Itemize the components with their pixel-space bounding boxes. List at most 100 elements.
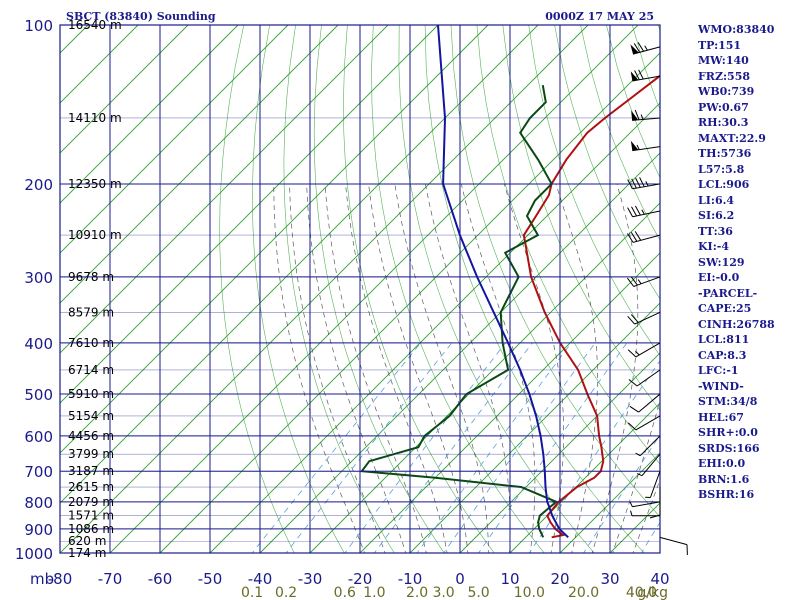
wind-barb-flag [631,110,639,121]
wind-barb-column [627,42,688,556]
wind-barb-full [627,233,634,243]
wind-barb-half [636,144,640,150]
isotherm [60,25,189,154]
wind-barb [627,205,661,218]
temperature-tick-label: -40 [248,570,273,588]
stat-line: EI:-0.0 [698,271,740,284]
mixing-ratio-line [528,360,660,553]
isotherm [459,352,660,553]
stat-line: L57:5.8 [698,162,745,176]
temperature-trace [522,74,660,539]
height-label: 8579 m [68,305,114,319]
wind-barb-staff [632,183,661,190]
stat-line: SW:129 [698,255,745,269]
mixing-ratio-label: 0.1 [241,585,263,600]
mixing-ratio-label: 0.2 [275,585,297,600]
wind-barb [629,501,661,508]
wind-barb-full [627,277,635,287]
mixing-ratio-label: 5.0 [467,585,489,600]
dry-adiabat [502,25,660,411]
dry-adiabat [398,25,595,553]
pressure-unit-label: mb [30,570,54,588]
temperature-tick-label: -30 [298,570,323,588]
wind-barb [635,435,661,457]
dry-adiabat [554,25,660,300]
wind-barb-staff [633,276,661,287]
wind-barb-staff [649,471,661,498]
wind-barb-staff [636,369,661,387]
dewpoint-trace [359,85,559,538]
wind-barb-staff [632,234,661,243]
dry-adiabat [283,25,395,553]
stat-line: STM:34/8 [698,395,758,408]
wind-barb-staff [639,435,661,457]
temperature-tick-label: -70 [98,570,123,588]
wind-barb-full [634,231,642,241]
wind-barb-staff [632,501,661,508]
height-label: 620 m [68,534,106,548]
pressure-tick-label: 600 [24,428,53,446]
isotherm [60,25,539,504]
chart-time: 0000Z 17 MAY 25 [545,10,654,23]
stat-line: TH:5736 [698,147,752,160]
wind-barb [630,69,661,82]
isotherm [60,25,289,254]
height-label: 14110 m [68,111,122,125]
height-label: 7610 m [68,336,114,350]
height-label: 1571 m [68,509,114,523]
stat-line: EHI:0.0 [698,457,746,470]
mixing-ratio-label: 0.6 [334,585,356,600]
wind-barb-staff [641,453,661,477]
wind-barb-staff [635,415,661,431]
dry-adiabat [343,25,495,553]
plot-border [59,24,661,554]
wind-barb-full [629,405,639,413]
stat-line: TT:36 [698,224,733,238]
mixing-ratio-label: 3.0 [432,585,454,600]
stat-line: CINH:26788 [698,317,775,331]
wind-barb [636,453,661,477]
moist-adiabat [503,183,564,553]
wind-barb-staff [634,311,661,325]
dry-adiabat [424,25,645,553]
wind-barb-half [635,350,640,356]
wind-barb-half [645,181,649,187]
pressure-tick-label: 1000 [15,545,53,563]
wind-barb-staff [659,536,688,546]
height-label: 3187 m [68,464,114,478]
wind-barb-staff [632,210,661,218]
pressure-tick-label: 800 [24,494,53,512]
pressure-tick-label: 100 [24,17,53,35]
temperature-tick-label: -60 [148,570,173,588]
mixing-ratio-line [416,342,572,553]
stat-line: CAPE:25 [698,302,752,315]
pressure-tick-label: 400 [24,335,53,353]
isotherm [359,252,660,553]
wind-barb [630,42,661,55]
isotherm [60,25,439,404]
height-label: 5910 m [68,387,114,401]
height-label: 5154 m [68,409,114,423]
height-label: 10910 m [68,228,122,242]
mixing-ratio-line [251,342,421,553]
wind-barb-half [641,209,645,215]
isotherm [109,25,639,553]
stat-line: -WIND- [698,379,744,393]
wind-barb [627,342,661,358]
temperature-tick-label: -80 [48,570,73,588]
stat-line: LI:6.4 [698,193,735,207]
temperature-tick-label: -20 [348,570,373,588]
mixing-ratio-line [478,342,628,553]
wind-barb-full [631,178,637,189]
height-label: 12350 m [68,177,122,191]
mixing-ratio-label: 20.0 [568,585,599,600]
isotherm [309,202,660,553]
moist-adiabat [425,183,511,553]
isotherm [60,25,589,553]
stat-line: LFC:-1 [698,364,739,377]
stat-line: RH:30.3 [698,116,749,129]
wind-barb-full [634,109,640,120]
mixing-ratio-label: 1.0 [363,585,385,600]
stat-line: WB0:739 [698,85,755,98]
stat-line: BRN:1.6 [698,472,750,486]
